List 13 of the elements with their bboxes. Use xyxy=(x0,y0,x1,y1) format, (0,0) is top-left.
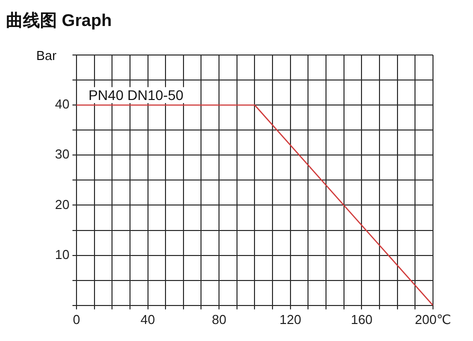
chart-title: 曲线图 Graph xyxy=(6,11,112,30)
y-tick-label: 10 xyxy=(54,246,70,262)
x-tick-label: 200℃ xyxy=(414,312,452,327)
y-axis-title: Bar xyxy=(36,48,58,63)
x-tick-label: 0 xyxy=(72,312,80,327)
y-tick-label: 40 xyxy=(54,96,70,112)
x-tick-label: 80 xyxy=(212,312,226,327)
y-tick-label: 20 xyxy=(54,196,70,212)
x-tick-label: 120 xyxy=(280,312,302,327)
y-tick-label: 30 xyxy=(54,146,70,162)
x-tick-label: 40 xyxy=(140,312,155,327)
x-tick-label: 160 xyxy=(350,312,373,327)
series-label: PN40 DN10-50 xyxy=(88,87,184,104)
